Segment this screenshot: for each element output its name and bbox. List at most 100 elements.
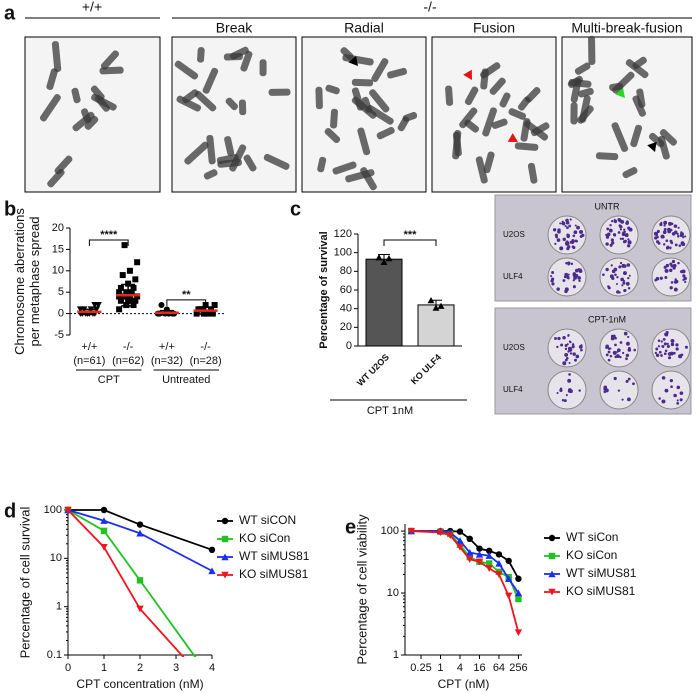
colony — [557, 336, 561, 341]
colony — [561, 399, 565, 402]
colony — [564, 289, 568, 294]
colony — [565, 262, 568, 265]
colony — [681, 269, 686, 274]
colony — [676, 399, 679, 402]
marker — [116, 306, 123, 313]
colony — [679, 398, 683, 402]
colony — [684, 345, 688, 349]
panel-letter: b — [4, 198, 16, 220]
x-tick-label: 4 — [209, 662, 215, 674]
group-label: CPT — [98, 374, 120, 386]
chromosome — [530, 122, 550, 137]
chromosome — [268, 88, 291, 96]
chromosome — [351, 78, 374, 87]
chromosome — [325, 84, 340, 95]
colony — [567, 378, 572, 383]
marker — [456, 543, 464, 551]
marker — [548, 534, 556, 542]
marker — [380, 258, 388, 265]
colony — [568, 389, 573, 394]
chromosome — [520, 118, 531, 142]
colony — [575, 354, 580, 359]
plate-well — [651, 370, 691, 410]
chromosome — [90, 85, 105, 101]
colony — [565, 242, 569, 246]
chromosome — [648, 132, 665, 148]
x-tick-label: -/- — [200, 341, 211, 353]
x-tick-label: 256 — [509, 662, 527, 674]
marker — [505, 592, 513, 600]
colony — [578, 279, 581, 283]
marker — [158, 302, 165, 309]
plate-photo — [494, 307, 692, 415]
colony — [578, 389, 581, 392]
colony — [669, 286, 673, 290]
marker — [456, 528, 464, 535]
colony — [660, 340, 663, 343]
colony — [572, 272, 577, 276]
colony — [576, 225, 580, 230]
marker — [475, 550, 484, 558]
colony — [675, 343, 679, 347]
chromosome — [588, 35, 596, 65]
colony — [567, 333, 570, 337]
chromosome — [203, 169, 218, 180]
colony — [556, 238, 561, 242]
plate-title: UNTR — [595, 201, 620, 211]
marker — [466, 535, 473, 543]
legend-label: WT siMUS81 — [566, 566, 637, 580]
marker — [495, 551, 503, 558]
colony — [572, 234, 576, 238]
marker — [136, 577, 144, 584]
y-tick-label: 5 — [58, 286, 64, 298]
bar — [417, 304, 455, 347]
micrograph — [301, 36, 427, 193]
panel-letter: c — [290, 198, 301, 220]
legend-label: WT siCON — [239, 513, 296, 527]
colony — [667, 229, 672, 234]
colony — [673, 224, 678, 228]
colony — [602, 273, 605, 277]
series-line — [67, 509, 185, 657]
x-tick-label: 2 — [137, 662, 143, 674]
significance-label: ** — [182, 289, 191, 301]
significance-label: *** — [404, 229, 418, 241]
marker — [548, 552, 556, 560]
marker — [476, 545, 483, 552]
colony — [607, 286, 611, 290]
colony — [611, 269, 616, 274]
y-tick-label: 100 — [381, 525, 399, 537]
colony — [571, 345, 575, 349]
colony — [655, 240, 660, 244]
significance-bracket — [166, 299, 207, 306]
chromosome — [371, 58, 389, 82]
marker — [495, 571, 503, 578]
colony — [551, 282, 555, 286]
colony — [572, 285, 576, 289]
colony — [672, 266, 676, 270]
marker — [505, 575, 513, 582]
colony — [609, 354, 613, 358]
colony — [625, 379, 629, 383]
colony — [574, 268, 579, 273]
colony — [616, 290, 620, 294]
colony — [571, 245, 575, 249]
colony — [609, 243, 613, 247]
chromosome — [508, 108, 527, 120]
marker — [208, 686, 215, 693]
colony — [556, 391, 559, 395]
chromosome — [514, 142, 539, 151]
colony — [656, 229, 660, 233]
y-tick-label: 20 — [340, 321, 352, 333]
colony — [626, 244, 631, 248]
colony — [580, 230, 584, 234]
colony — [559, 222, 562, 225]
colony — [661, 345, 665, 348]
colony — [666, 245, 670, 249]
colony — [677, 234, 680, 238]
chromosome — [243, 154, 257, 172]
image-title: Fusion — [473, 20, 515, 36]
x-tick-label: 3 — [173, 662, 179, 674]
colony — [678, 355, 682, 359]
